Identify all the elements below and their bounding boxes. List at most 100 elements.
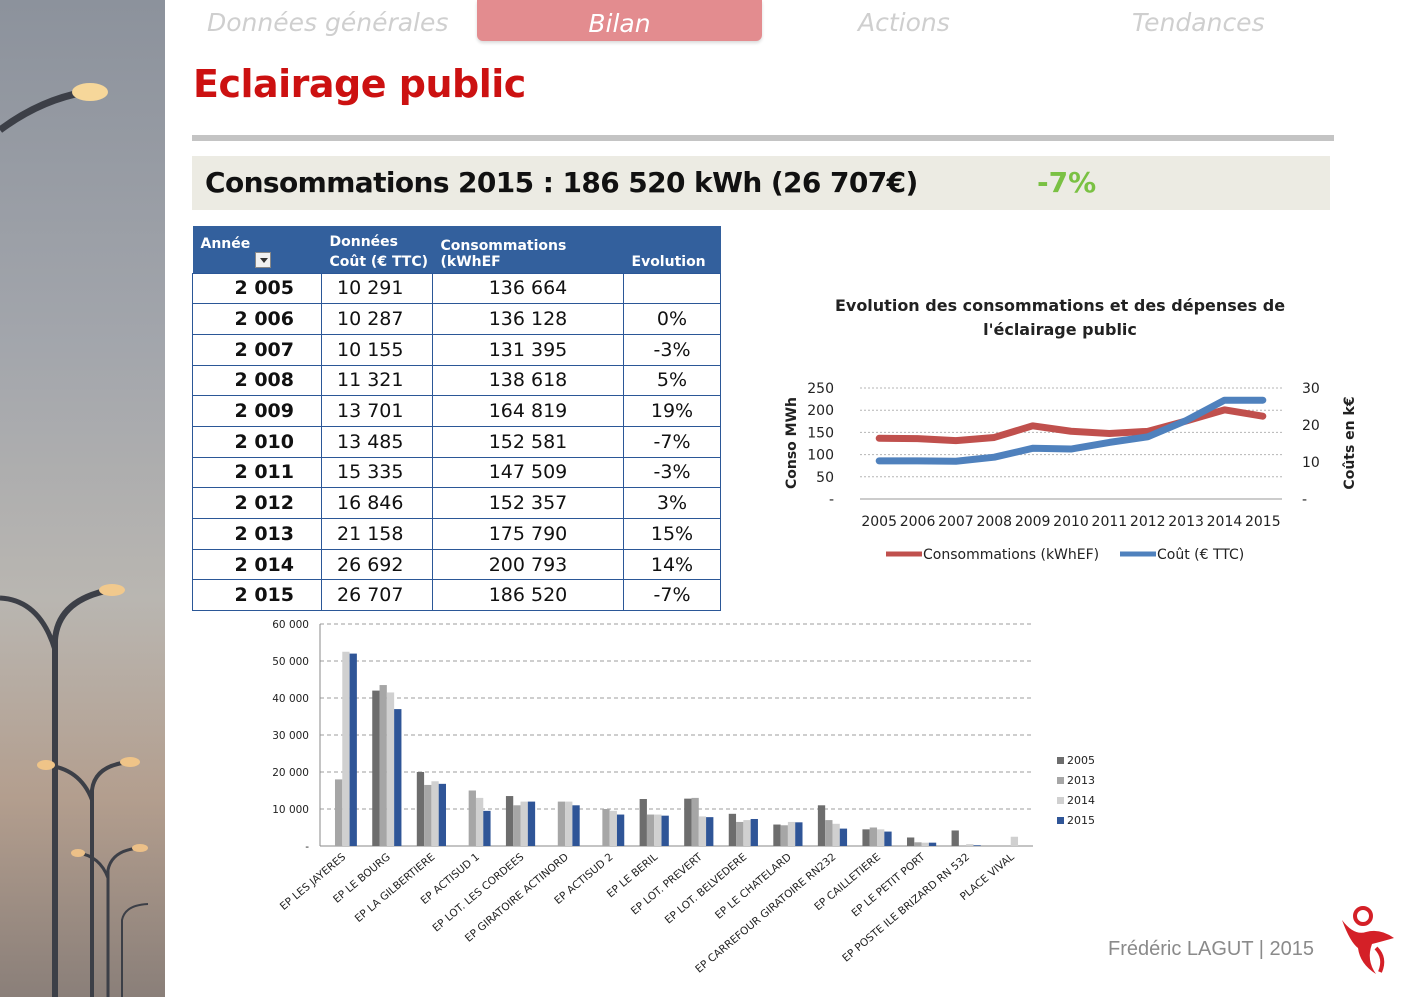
table-row: 2 012 16 846 152 357 3%	[192, 487, 721, 519]
cell-evolution: -3%	[623, 333, 721, 366]
line-chart-xtick: 2007	[938, 514, 974, 530]
bar-chart-ytick: 50 000	[272, 656, 309, 668]
bar-chart-category-label: EP LE PETIT PORT	[849, 851, 928, 920]
consumption-table: Année Données Coût (€ TTC) Consommations …	[192, 226, 721, 612]
table-row: 2 005 10 291 136 664	[192, 272, 721, 305]
bar-2014	[1010, 836, 1019, 846]
line-chart-xtick: 2011	[1092, 514, 1128, 530]
line-chart-title: Evolution des consommations et des dépen…	[835, 296, 1285, 315]
header-evolution: Evolution	[623, 226, 721, 273]
filter-dropdown-icon[interactable]	[254, 251, 271, 268]
bar-2013	[602, 809, 610, 846]
page-title: Eclairage public	[193, 62, 526, 106]
title-divider	[192, 135, 1334, 141]
cell-cout: 16 846	[321, 487, 433, 519]
bar-2013	[424, 784, 432, 846]
bar-2015	[706, 817, 714, 846]
bar-chart-ytick: 40 000	[272, 693, 309, 705]
line-chart-y2tick: 30	[1302, 381, 1320, 397]
bar-2005	[639, 799, 647, 846]
cell-cout: 10 155	[321, 333, 433, 366]
cell-annee: 2 013	[192, 518, 322, 550]
cell-annee: 2 005	[192, 272, 322, 305]
bar-2015	[349, 653, 357, 846]
cell-consommations: 152 357	[432, 487, 624, 519]
bar-2014	[342, 651, 350, 846]
lamp-head-1	[72, 83, 108, 101]
cell-cout: 13 701	[321, 395, 433, 427]
bar-2014	[787, 821, 796, 846]
cell-evolution: 15%	[623, 518, 721, 550]
header-annee-label: Année	[200, 235, 251, 252]
bar-2014	[966, 844, 974, 846]
bar-2015	[527, 801, 536, 846]
bar-2015	[394, 709, 402, 846]
bar-2013	[557, 801, 566, 846]
brand-logo-icon	[1342, 906, 1394, 974]
bar-2013	[736, 821, 744, 846]
bar-2014	[386, 692, 395, 846]
cell-cout: 26 692	[321, 548, 433, 581]
bar-chart-category-label: EP LOT. BELVEDERE	[663, 851, 750, 926]
cell-evolution: 19%	[623, 395, 721, 427]
header-cout: Données Coût (€ TTC)	[321, 226, 433, 273]
table-row: 2 014 26 692 200 793 14%	[192, 548, 721, 581]
cell-consommations: 136 664	[432, 272, 624, 305]
line-series-consommations	[875, 406, 1267, 445]
cell-annee: 2 012	[192, 487, 322, 519]
cell-consommations: 138 618	[432, 364, 624, 397]
bar-2014	[609, 810, 617, 846]
tab-tendances[interactable]: Tendances	[1132, 8, 1265, 37]
bar-2015	[973, 845, 981, 846]
cell-annee: 2 009	[192, 395, 322, 427]
cell-evolution: -3%	[623, 456, 721, 489]
header-group-label: Données	[329, 233, 399, 250]
bar-2013	[513, 805, 521, 846]
bar-2005	[862, 829, 870, 846]
line-chart-ytick: 200	[807, 403, 834, 419]
bar-2014	[520, 801, 528, 846]
bar-chart-ytick: 30 000	[272, 730, 309, 742]
line-chart-xtick: 2006	[900, 514, 936, 530]
tab-donnees-generales[interactable]: Données générales	[207, 8, 449, 37]
cell-evolution: 0%	[623, 303, 721, 335]
cell-consommations: 136 128	[432, 303, 624, 335]
tab-actions[interactable]: Actions	[858, 8, 950, 37]
bar-2013	[869, 827, 878, 846]
bar-2015	[795, 822, 803, 846]
line-chart-xtick: 2014	[1207, 514, 1243, 530]
line-chart-xtick: 2013	[1168, 514, 1204, 530]
footer-author: Frédéric LAGUT | 2015	[1108, 938, 1315, 960]
cell-consommations: 152 581	[432, 425, 624, 458]
bar-legend-label: 2014	[1067, 794, 1095, 807]
bar-legend-label: 2015	[1067, 814, 1095, 827]
summary-banner: Consommations 2015 : 186 520 kWh (26 707…	[192, 156, 1330, 210]
bar-chart-ytick: 20 000	[272, 767, 309, 779]
bar-chart-category-label: EP LA GILBERTIERE	[353, 851, 438, 925]
street-lights-photo	[0, 0, 165, 997]
cell-annee: 2 014	[192, 548, 322, 581]
bar-2013	[691, 797, 699, 846]
bar-2014	[832, 823, 840, 846]
bar-2013	[825, 820, 833, 846]
bar-2005	[505, 796, 514, 846]
table-row: 2 009 13 701 164 819 19%	[192, 395, 721, 427]
line-chart-xtick: 2010	[1053, 514, 1089, 530]
header-annee: Année	[192, 226, 322, 273]
bar-2015	[483, 810, 491, 846]
bar-2005	[728, 813, 737, 846]
line-chart-ytick: 150	[807, 425, 834, 441]
nav-tabs: Données générales Bilan Actions Tendance…	[165, 0, 1412, 44]
cell-cout: 10 291	[321, 272, 433, 305]
bar-2005	[684, 798, 692, 846]
line-chart-xtick: 2009	[1015, 514, 1051, 530]
bar-chart-ytick: -	[305, 841, 309, 853]
table-row: 2 007 10 155 131 395 -3%	[192, 333, 721, 366]
table-row: 2 010 13 485 152 581 -7%	[192, 425, 721, 458]
bar-2013	[334, 779, 343, 846]
line-chart-xtick: 2012	[1130, 514, 1166, 530]
bar-2015	[839, 828, 848, 846]
bar-chart: - 10 000 20 000 30 000 40 000 50 000 60 000 EP …	[272, 619, 1095, 976]
cell-annee: 2 006	[192, 303, 322, 335]
tab-bilan[interactable]: Bilan	[477, 0, 762, 41]
